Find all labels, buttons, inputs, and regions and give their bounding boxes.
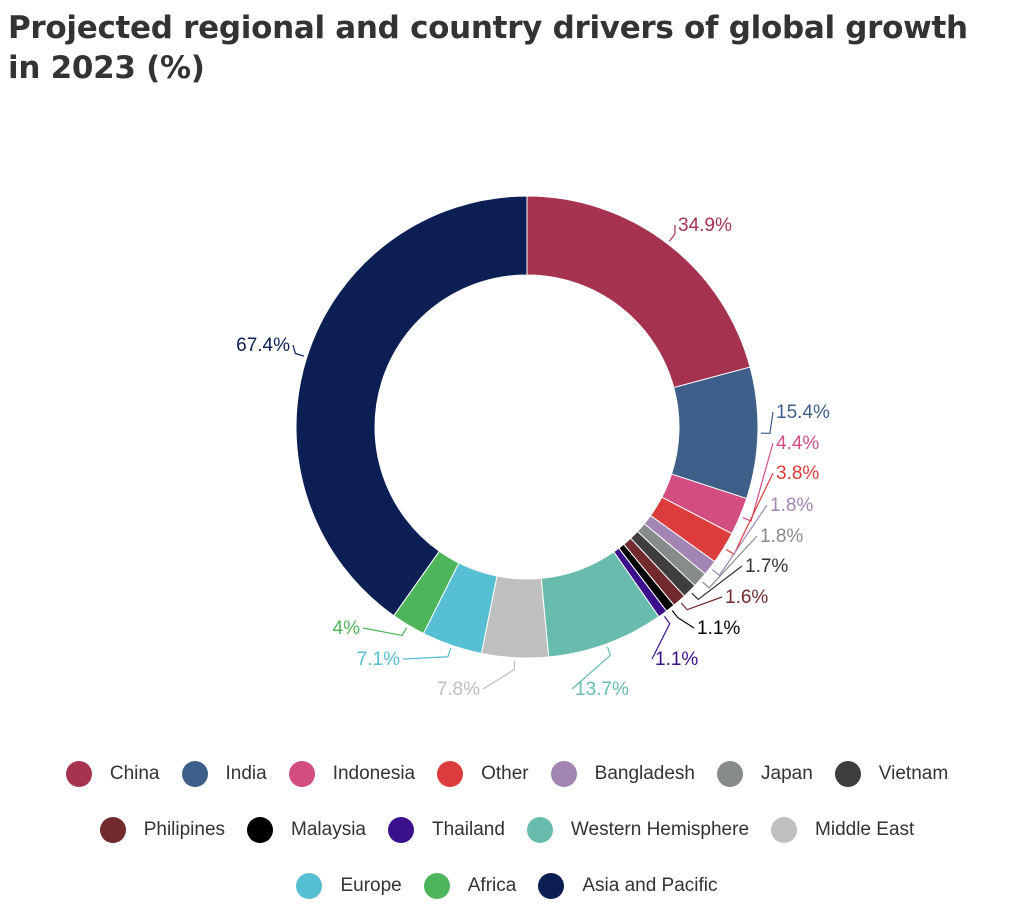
leader-line [571,646,612,690]
data-label: 7.8% [437,679,480,700]
legend-item[interactable]: India [181,761,267,787]
legend-item[interactable]: Western Hemisphere [526,817,750,843]
leader-line [671,610,695,629]
legend-marker [288,761,315,787]
legend-marker [550,761,577,787]
leader-line [712,504,768,577]
legend-marker [717,761,744,787]
chart-title: Projected regional and country drivers o… [8,10,968,86]
data-label: 34.9% [678,215,732,236]
leader-line [691,565,743,601]
legend-row: China India Indonesia Other Bangladesh Japan V… [0,761,1014,787]
legend-marker [526,817,553,843]
data-label: 1.1% [697,618,740,639]
legend-item[interactable]: Bangladesh [550,761,696,787]
legend-label: Vietnam [878,763,949,784]
legend-marker [437,761,464,787]
legend-marker [247,817,274,843]
leader-line [760,411,774,434]
legend-marker [423,873,450,899]
legend-marker [538,873,565,899]
legend-label: Malaysia [291,819,367,840]
data-label: 1.6% [725,587,768,608]
legend-item[interactable]: China [65,761,160,787]
legend-item[interactable]: Other [437,761,529,787]
data-label: 15.4% [776,402,830,423]
legend-marker [388,817,415,843]
legend-item[interactable]: Europe [296,873,402,899]
legend-label: Bangladesh [594,763,696,784]
data-label: 67.4% [236,335,290,356]
legend-label: Thailand [432,819,505,840]
legend-label: Indonesia [332,763,416,784]
legend-item[interactable]: Vietnam [834,761,949,787]
leader-line [701,535,758,589]
legend-marker [99,817,126,843]
slice-asia-and-pacific[interactable] [295,195,528,617]
legend-marker [834,761,861,787]
legend-item[interactable]: Philipines [99,817,226,843]
data-label: 3.8% [776,463,819,484]
legend-label: Europe [340,875,402,896]
data-label: 4% [333,618,361,639]
leader-line [680,596,723,611]
data-label: 13.7% [575,679,629,700]
leader-line [668,224,676,242]
legend-row: Philipines Malaysia Thailand Western Hemisp… [0,817,1014,843]
legend-item[interactable]: Asia and Pacific [538,873,718,899]
legend-label: India [225,763,267,784]
leader-line [742,442,774,522]
legend-label: Africa [467,875,517,896]
legend-label: Other [481,763,529,784]
data-label: 4.4% [776,433,819,454]
legend-marker [181,761,208,787]
leader-line [362,627,408,637]
legend-marker [65,761,92,787]
legend-marker [296,873,323,899]
legend-label: Western Hemisphere [570,819,750,840]
legend-label: Philipines [143,819,226,840]
legend-label: Japan [761,763,813,784]
legend-item[interactable]: Thailand [388,817,505,843]
donut-chart: 34.9% 15.4% 4.4% 3.8% 1.8% 1.8% 1.7% 1.6% 1.1% 1.… [236,195,830,700]
leader-line [651,616,671,660]
legend-row: Europe Africa Asia and Pacific [0,873,1014,899]
leader-line [402,648,452,660]
data-label: 1.1% [655,649,698,670]
legend-marker [771,817,798,843]
legend-label: Middle East [815,819,915,840]
legend-item[interactable]: Malaysia [247,817,366,843]
legend-item[interactable]: Africa [423,873,517,899]
legend-item[interactable]: Indonesia [288,761,416,787]
data-label: 1.7% [745,556,788,577]
legend-label: Asia and Pacific [582,875,718,896]
leader-line [292,344,305,357]
legend-label: China [109,763,160,784]
data-label: 1.8% [760,526,803,547]
leader-line [482,660,516,690]
data-label: 1.8% [770,495,813,516]
data-label: 7.1% [357,649,400,670]
legend-item[interactable]: Middle East [771,817,914,843]
legend-item[interactable]: Japan [717,761,813,787]
